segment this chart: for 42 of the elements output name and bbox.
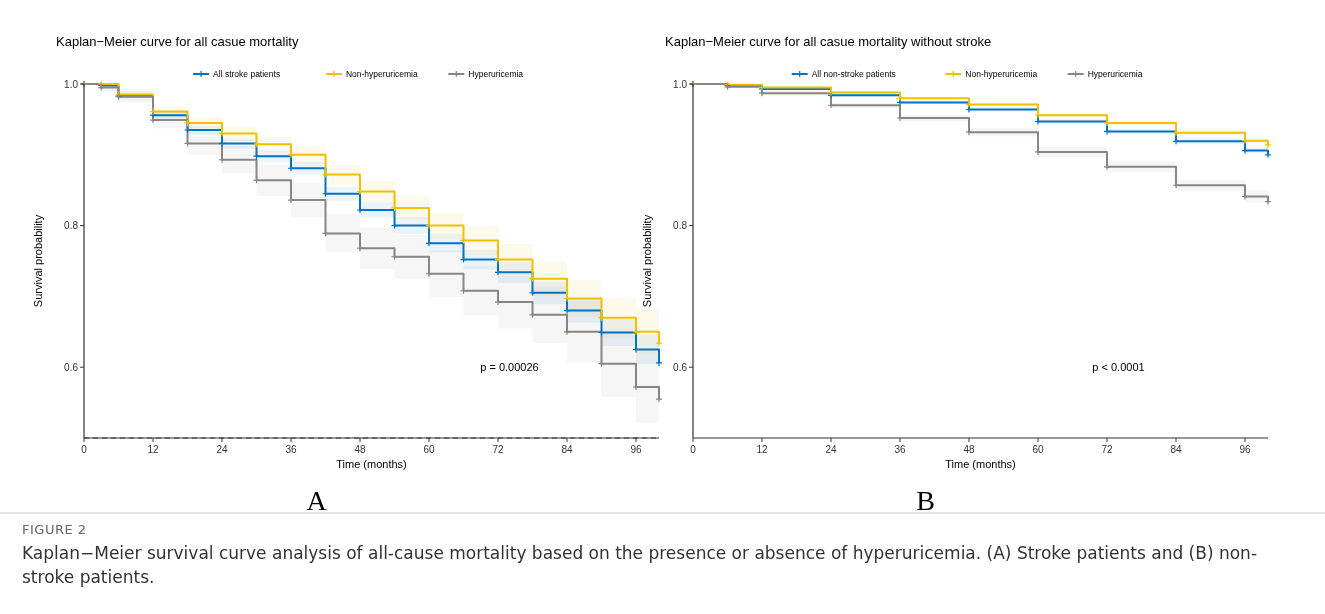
legend-label: Hyperuricemia (1087, 68, 1143, 79)
y-tick-label: 0.6 (673, 361, 688, 373)
legend-label: All non-stroke patients (811, 68, 896, 79)
text: A (306, 485, 328, 516)
x-tick-label: 96 (630, 444, 642, 455)
x-tick-label: 60 (1032, 444, 1044, 455)
caption: FIGURE 2 (22, 522, 88, 537)
x-axis-title: Time (months) (945, 458, 1016, 470)
y-axis-title: Survival probability (32, 214, 44, 308)
x-tick-label: 36 (894, 444, 906, 455)
legend-label: All stroke patients (213, 68, 281, 79)
x-tick-label: 84 (561, 444, 573, 455)
x-tick-label: 0 (690, 444, 697, 455)
x-tick-label: 72 (492, 444, 504, 455)
x-tick-label: 24 (825, 444, 837, 455)
x-tick-label: 24 (216, 444, 228, 455)
x-tick-label: 72 (1101, 444, 1113, 455)
annotation: p = 0.00026 (480, 361, 539, 374)
text: B (916, 485, 935, 516)
legend-label: Hyperuricemia (468, 68, 524, 79)
x-tick-label: 0 (81, 444, 88, 455)
text: Kaplan−Meier survival curve analysis of all-cause mortality based on the presence or absence of hyperuricemia. (A) Stroke patients and (B) non-stroke patients. (22, 542, 1258, 589)
y-axis-title: Survival probability (641, 214, 653, 308)
y-tick-label: 0.6 (64, 361, 79, 373)
y-tick-label: 1.0 (64, 78, 79, 90)
chart-title: Kaplan−Meier curve for all casue mortality without stroke (665, 34, 992, 49)
legend-label: Non-hyperuricemia (345, 68, 418, 79)
chart-title: Kaplan−Meier curve for all casue mortality (56, 34, 299, 49)
x-tick-label: 12 (147, 444, 159, 455)
y-tick-label: 0.8 (64, 220, 79, 232)
x-tick-label: 36 (285, 444, 297, 455)
x-tick-label: 96 (1239, 444, 1251, 455)
x-tick-label: 48 (354, 444, 366, 455)
x-tick-label: 84 (1170, 444, 1182, 455)
x-tick-label: 60 (423, 444, 435, 455)
y-tick-label: 1.0 (673, 78, 688, 90)
legend-label: Non-hyperuricemia (965, 68, 1038, 79)
x-tick-label: 12 (756, 444, 768, 455)
annotation: p < 0.0001 (1092, 361, 1145, 374)
x-axis-title: Time (months) (336, 458, 407, 470)
y-tick-label: 0.8 (673, 220, 688, 232)
x-tick-label: 48 (963, 444, 975, 455)
